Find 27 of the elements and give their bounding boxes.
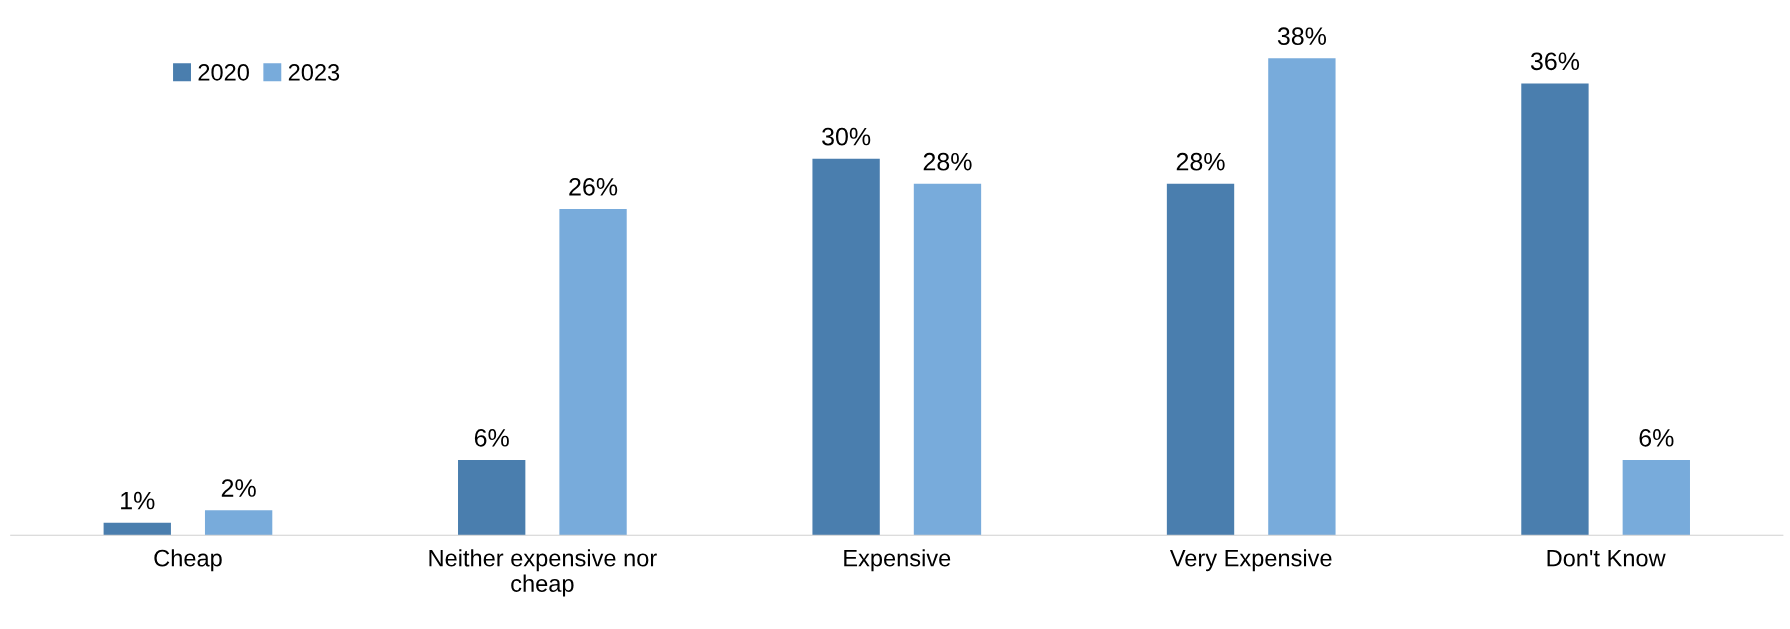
data-label: 6% <box>474 428 509 447</box>
data-label: 38% <box>1277 27 1327 46</box>
x-tick-label: Very Expensive <box>1169 549 1332 572</box>
bar <box>103 522 171 536</box>
x-tick-label: Don't Know <box>1547 550 1666 567</box>
x-tick-label: Expensive <box>844 549 951 572</box>
x-tick-label: Neither expensive nor cheap <box>429 549 657 597</box>
bar <box>1166 183 1235 536</box>
bar <box>458 459 526 536</box>
data-label: 30% <box>822 127 871 146</box>
bar <box>1622 459 1690 536</box>
bar <box>812 158 880 536</box>
data-label: 26% <box>569 177 618 196</box>
data-label: 28% <box>1176 152 1225 171</box>
x-tick-label: Cheap <box>154 549 222 572</box>
data-label: 1% <box>121 491 155 510</box>
bar <box>913 183 982 536</box>
bar <box>1521 83 1589 536</box>
data-label: 36% <box>1530 52 1580 71</box>
bar <box>559 208 627 536</box>
bar <box>1268 58 1336 536</box>
data-label: 2% <box>221 479 256 497</box>
data-label: 28% <box>923 152 972 171</box>
data-label: 6% <box>1639 428 1674 447</box>
legend-label: 2023 <box>288 64 340 81</box>
legend-label: 2020 <box>198 64 249 81</box>
bar <box>204 510 273 536</box>
